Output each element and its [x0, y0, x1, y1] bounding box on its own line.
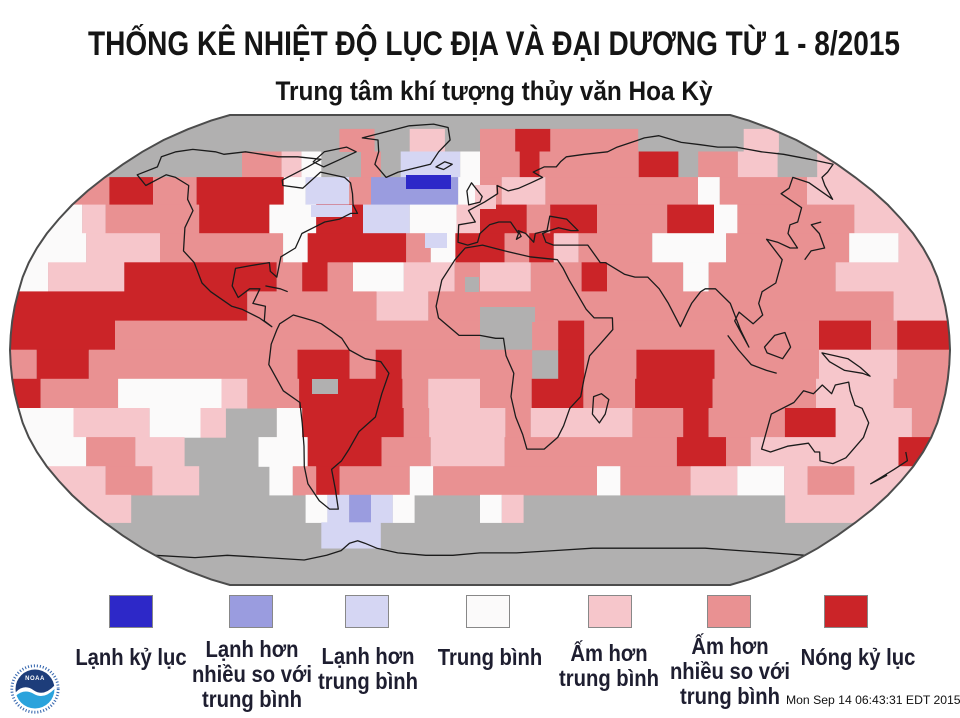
svg-text:THỐNG KÊ NHIỆT ĐỘ LỤC ĐỊA VÀ Đ: THỐNG KÊ NHIỆT ĐỘ LỤC ĐỊA VÀ ĐẠI DƯƠNG T…	[88, 24, 900, 63]
svg-text:NOAA: NOAA	[25, 676, 45, 682]
svg-text:Trung tâm khí tượng thủy văn H: Trung tâm khí tượng thủy văn Hoa Kỳ	[276, 76, 713, 106]
